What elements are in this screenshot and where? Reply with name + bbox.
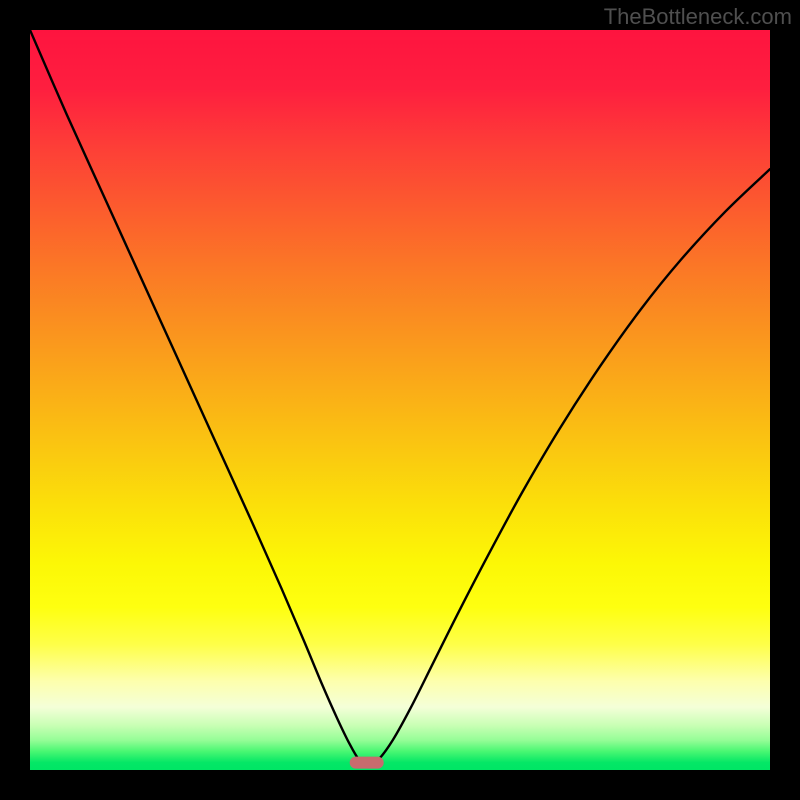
- optimal-point-marker: [350, 757, 384, 769]
- watermark-text: TheBottleneck.com: [604, 4, 792, 30]
- plot-gradient-area: [30, 30, 770, 770]
- chart-container: TheBottleneck.com: [0, 0, 800, 800]
- chart-svg: [0, 0, 800, 800]
